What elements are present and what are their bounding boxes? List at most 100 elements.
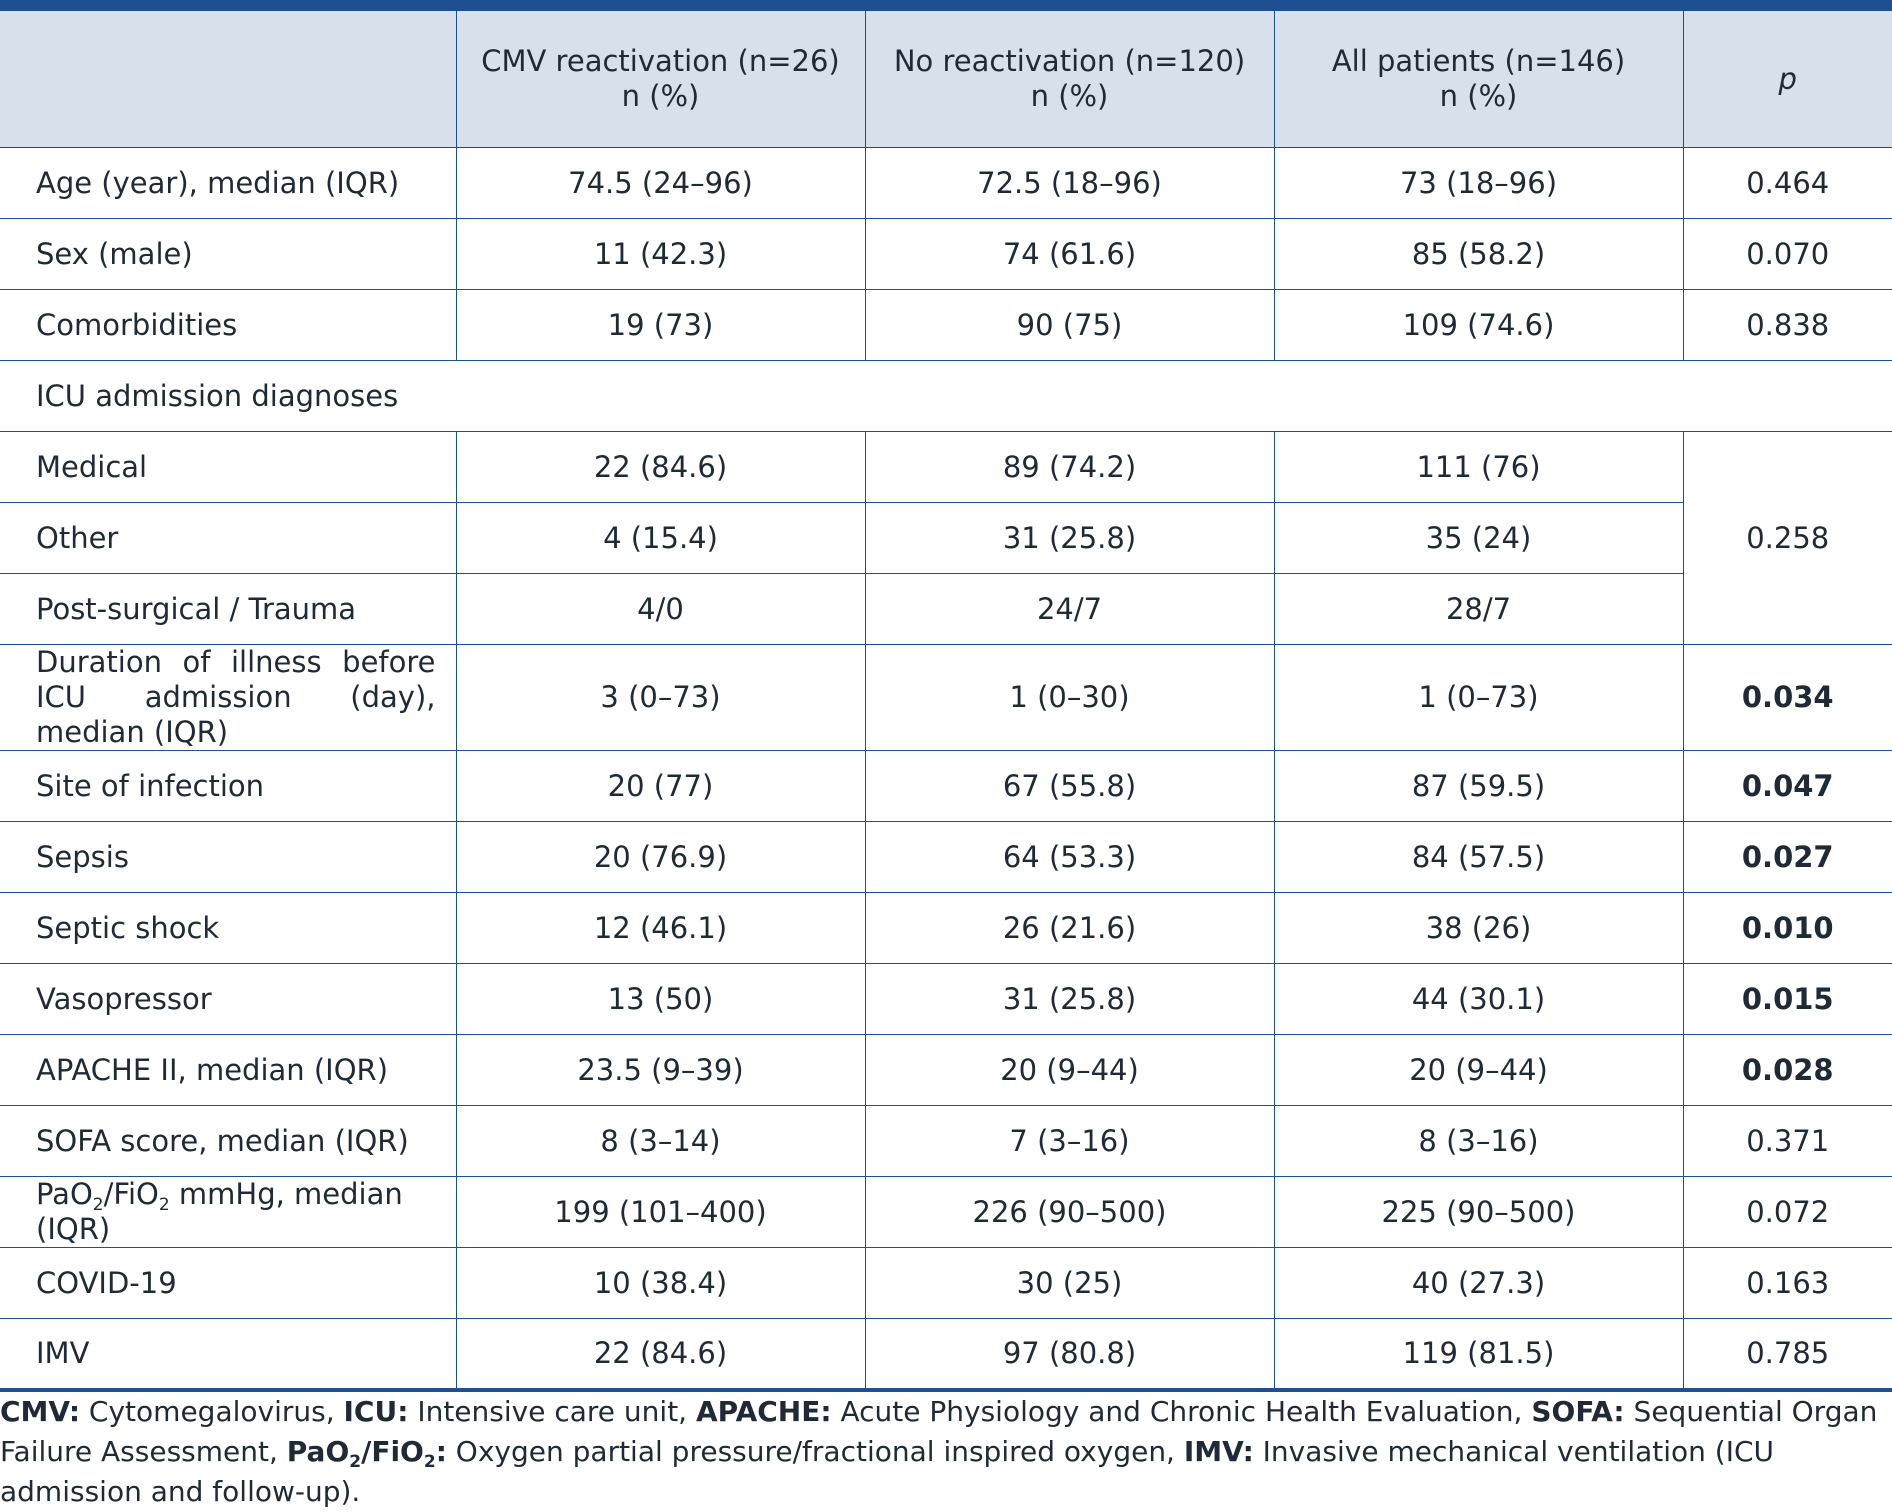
cell-cmv: 3 (0–73) [455, 644, 866, 751]
cell-all-patients: 73 (18–96) [1273, 147, 1684, 219]
abbr-part: /FiO [361, 1435, 424, 1468]
cell-no-reactivation: 90 (75) [864, 289, 1275, 361]
abbr-cmv: CMV: [0, 1395, 81, 1428]
cell-all-patients: 87 (59.5) [1273, 750, 1684, 822]
row-label: Post-surgical / Trauma [0, 573, 457, 645]
cell-cmv: 4 (15.4) [455, 502, 866, 574]
abbr-apache: APACHE: [695, 1395, 832, 1428]
cell-no-reactivation: 1 (0–30) [864, 644, 1275, 751]
table-section-row: ICU admission diagnoses [0, 360, 1892, 432]
cell-all-patients: 111 (76) [1273, 431, 1684, 503]
row-label: Medical [0, 431, 457, 503]
cell-no-reactivation: 74 (61.6) [864, 218, 1275, 290]
abbr-apache-text: Acute Physiology and Chronic Health Eval… [831, 1395, 1532, 1428]
row-label: Site of infection [0, 750, 457, 822]
cell-all-patients: 1 (0–73) [1273, 644, 1684, 751]
row-label-pao2-fio2: PaO2/FiO2 mmHg, median (IQR) [0, 1176, 457, 1248]
cell-cmv: 11 (42.3) [455, 218, 866, 290]
table-row: Post-surgical / Trauma 4/0 24/7 28/7 [0, 573, 1892, 645]
table-row: Septic shock 12 (46.1) 26 (21.6) 38 (26)… [0, 892, 1892, 964]
abbr-icu: ICU: [343, 1395, 409, 1428]
header-all-unit: n (%) [1439, 79, 1518, 113]
cell-all-patients: 44 (30.1) [1273, 963, 1684, 1035]
cell-cmv: 20 (77) [455, 750, 866, 822]
row-label: COVID-19 [0, 1247, 457, 1319]
table-header-row: CMV reactivation (n=26) n (%) No reactiv… [0, 10, 1892, 148]
cell-all-patients: 119 (81.5) [1273, 1318, 1684, 1392]
table-row: Duration of illness before ICU admission… [0, 644, 1892, 751]
table-row: Age (year), median (IQR) 74.5 (24–96) 72… [0, 147, 1892, 219]
cell-all-patients: 109 (74.6) [1273, 289, 1684, 361]
table-row: Sepsis 20 (76.9) 64 (53.3) 84 (57.5) 0.0… [0, 821, 1892, 893]
table-row: SOFA score, median (IQR) 8 (3–14) 7 (3–1… [0, 1105, 1892, 1177]
cell-p-value: 0.027 [1682, 821, 1892, 893]
abbr-pao2-fio2: PaO2/FiO2: [286, 1435, 447, 1471]
table-row: Medical 22 (84.6) 89 (74.2) 111 (76) 0.2… [0, 431, 1892, 645]
cell-p-value: 0.047 [1682, 750, 1892, 822]
row-label: Vasopressor [0, 963, 457, 1035]
header-no-title: No reactivation (n=120) [893, 44, 1246, 78]
cell-p-value: 0.028 [1682, 1034, 1892, 1106]
row-label: Other [0, 502, 457, 574]
header-p-value: p [1682, 10, 1892, 148]
cell-all-patients: 38 (26) [1273, 892, 1684, 964]
cell-cmv: 8 (3–14) [455, 1105, 866, 1177]
table-row: Sex (male) 11 (42.3) 74 (61.6) 85 (58.2)… [0, 218, 1892, 290]
table-row: Site of infection 20 (77) 67 (55.8) 87 (… [0, 750, 1892, 822]
abbr-sofa: SOFA: [1531, 1395, 1625, 1428]
abbr-sofa-text: Sequential Organ Failure Assessment, [0, 1395, 1878, 1468]
table-row: Vasopressor 13 (50) 31 (25.8) 44 (30.1) … [0, 963, 1892, 1035]
table-top-rule [0, 0, 1892, 10]
cell-all-patients: 8 (3–16) [1273, 1105, 1684, 1177]
cell-no-reactivation: 89 (74.2) [864, 431, 1275, 503]
cell-cmv: 74.5 (24–96) [455, 147, 866, 219]
cell-no-reactivation: 72.5 (18–96) [864, 147, 1275, 219]
table-row: IMV 22 (84.6) 97 (80.8) 119 (81.5) 0.785 [0, 1318, 1892, 1392]
cell-no-reactivation: 7 (3–16) [864, 1105, 1275, 1177]
cell-cmv: 12 (46.1) [455, 892, 866, 964]
cell-p-value: 0.072 [1682, 1176, 1892, 1248]
cell-no-reactivation: 97 (80.8) [864, 1318, 1275, 1392]
header-all-patients: All patients (n=146) n (%) [1273, 10, 1684, 148]
abbr-part: : [435, 1435, 447, 1468]
abbr-part: PaO [286, 1435, 350, 1468]
abbr-pao2-fio2-text: Oxygen partial pressure/fractional inspi… [446, 1435, 1184, 1468]
cell-p-value: 0.371 [1682, 1105, 1892, 1177]
section-label: ICU admission diagnoses [0, 360, 1892, 432]
row-label: Septic shock [0, 892, 457, 964]
cell-p-value: 0.838 [1682, 289, 1892, 361]
table-row: PaO2/FiO2 mmHg, median (IQR) 199 (101–40… [0, 1176, 1892, 1248]
abbr-icu-text: Intensive care unit, [408, 1395, 696, 1428]
header-no-reactivation: No reactivation (n=120) n (%) [864, 10, 1275, 148]
header-all-title: All patients (n=146) [1331, 44, 1626, 78]
subscript: 2 [92, 1195, 104, 1215]
subscript: 2 [423, 1452, 436, 1472]
cell-no-reactivation: 24/7 [864, 573, 1275, 645]
cell-cmv: 22 (84.6) [455, 1318, 866, 1392]
cell-no-reactivation: 26 (21.6) [864, 892, 1275, 964]
label-part: PaO [36, 1177, 93, 1211]
cell-no-reactivation: 64 (53.3) [864, 821, 1275, 893]
cell-cmv: 13 (50) [455, 963, 866, 1035]
header-no-unit: n (%) [1030, 79, 1109, 113]
cell-all-patients: 40 (27.3) [1273, 1247, 1684, 1319]
cell-no-reactivation: 20 (9–44) [864, 1034, 1275, 1106]
subscript: 2 [158, 1195, 170, 1215]
cell-all-patients: 225 (90–500) [1273, 1176, 1684, 1248]
row-label: IMV [0, 1318, 457, 1392]
cell-no-reactivation: 67 (55.8) [864, 750, 1275, 822]
header-blank [0, 10, 457, 148]
cell-p-value: 0.010 [1682, 892, 1892, 964]
cell-p-value-merged: 0.258 [1682, 431, 1892, 645]
header-cmv-title: CMV reactivation (n=26) [481, 44, 840, 78]
cell-cmv: 19 (73) [455, 289, 866, 361]
header-cmv-unit: n (%) [621, 79, 700, 113]
cell-p-value: 0.070 [1682, 218, 1892, 290]
row-label: Comorbidities [0, 289, 457, 361]
cell-no-reactivation: 31 (25.8) [864, 502, 1275, 574]
cell-all-patients: 85 (58.2) [1273, 218, 1684, 290]
cell-p-value: 0.015 [1682, 963, 1892, 1035]
abbr-cmv-text: Cytomegalovirus, [80, 1395, 344, 1428]
cell-cmv: 10 (38.4) [455, 1247, 866, 1319]
row-label: Sex (male) [0, 218, 457, 290]
